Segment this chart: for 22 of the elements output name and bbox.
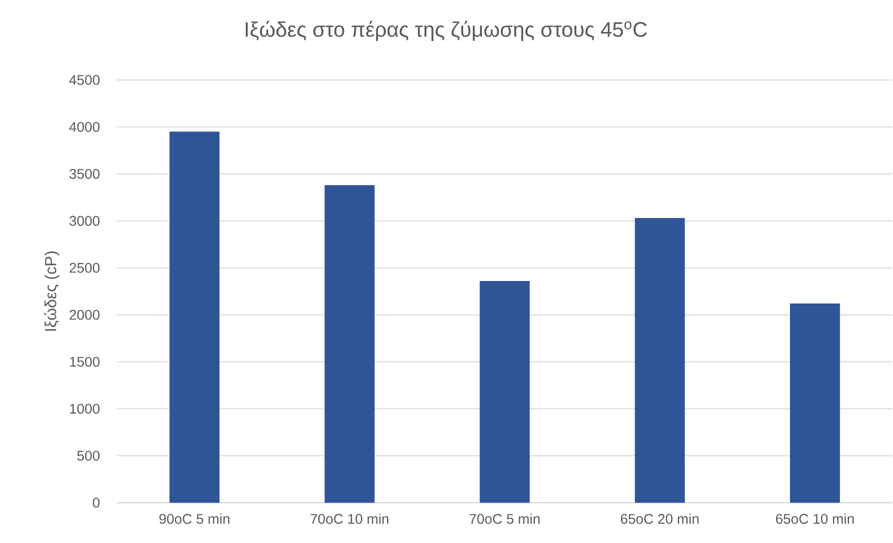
- x-tick-label: 70oC 5 min: [470, 514, 540, 524]
- x-tick-label: 70oC 10 min: [310, 514, 388, 524]
- bar: [790, 304, 840, 503]
- y-tick-label: 3000: [69, 216, 100, 226]
- y-axis-title: Ιξώδες (cP): [44, 252, 60, 331]
- y-tick-label: 3500: [69, 169, 100, 180]
- y-tick-label: 1500: [70, 356, 100, 367]
- y-tick-label: 2500: [70, 263, 100, 273]
- x-tick-label: 65oC 10 min: [776, 514, 854, 524]
- chart-title: Ιξώδες στο πέρας της ζύμωσης στους 45$^{o}$C: [246, 21, 647, 42]
- bar: [634, 218, 685, 503]
- x-tick-label: 90oC 5 min: [159, 514, 230, 524]
- y-tick-label: 4500: [69, 75, 100, 86]
- bar: [324, 185, 375, 503]
- y-tick-label: 2000: [70, 310, 100, 320]
- bar: [170, 132, 220, 503]
- y-tick-label: 500: [77, 450, 100, 461]
- y-tick-label: 1000: [70, 404, 100, 414]
- y-tick-label: 0: [92, 498, 100, 508]
- bar: [480, 281, 530, 503]
- y-tick-label: 4000: [69, 122, 100, 132]
- x-tick-label: 65oC 20 min: [620, 514, 699, 524]
